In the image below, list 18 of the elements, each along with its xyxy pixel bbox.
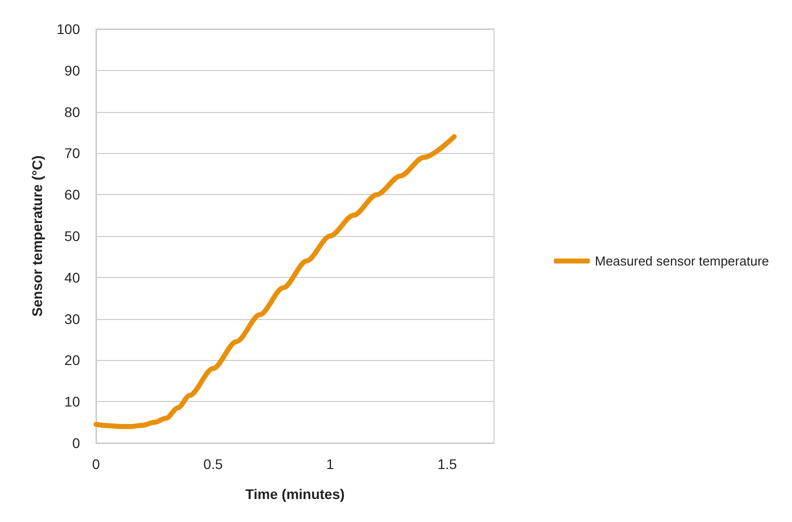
- x-tick-label: 0: [92, 456, 100, 472]
- legend-label: Measured sensor temperature: [594, 254, 770, 268]
- y-tick-label: 80: [64, 104, 80, 120]
- y-tick-label: 0: [72, 435, 80, 451]
- y-tick-label: 20: [64, 352, 80, 368]
- y-tick-label: 60: [64, 186, 80, 203]
- y-tick-label: 90: [64, 62, 80, 78]
- x-tick-label: 1: [326, 456, 334, 472]
- y-tick-label: 40: [64, 269, 80, 286]
- y-tick-label: 50: [64, 228, 80, 244]
- x-tick-label: 1.5: [437, 456, 458, 472]
- y-tick-label: 30: [64, 310, 80, 327]
- y-tick-label: 70: [64, 145, 80, 162]
- y-tick-label: 100: [56, 21, 80, 37]
- x-tick-label: 0.5: [203, 456, 223, 472]
- y-tick-label: 10: [64, 394, 80, 410]
- x-axis-title: Time (minutes): [245, 486, 345, 502]
- y-axis-title: Sensor temperature (°C): [29, 155, 45, 317]
